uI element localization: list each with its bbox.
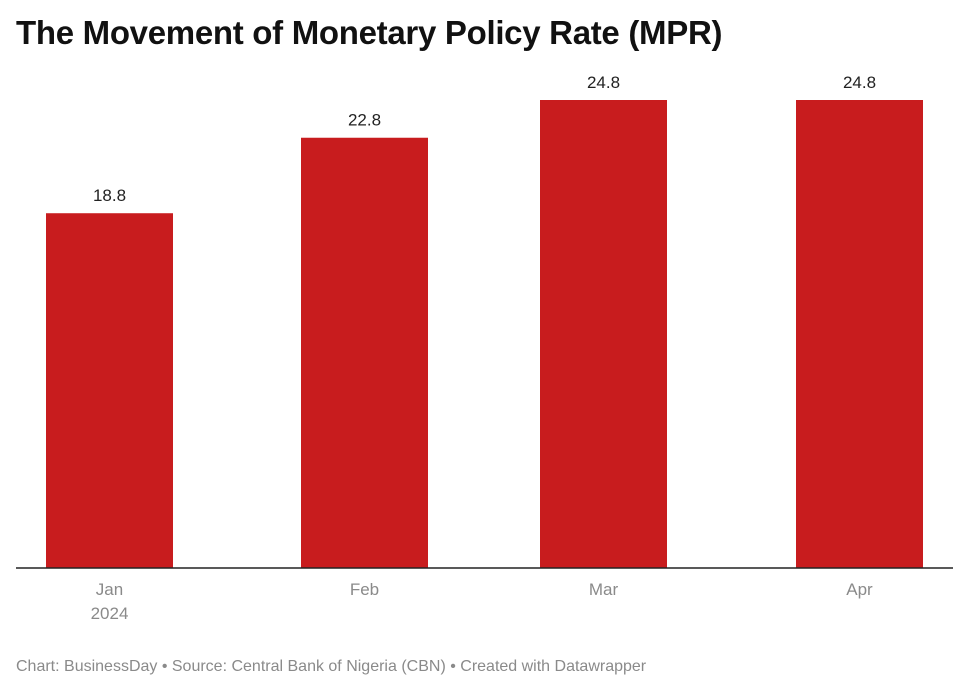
x-tick-label-mar: Mar bbox=[589, 580, 619, 599]
value-label-mar: 24.8 bbox=[587, 73, 620, 92]
x-tick-labels-group: Jan 2024 Feb Mar Apr bbox=[91, 580, 873, 623]
chart-footer-credits: Chart: BusinessDay • Source: Central Ban… bbox=[16, 658, 647, 675]
value-label-jan: 18.8 bbox=[93, 186, 126, 205]
bar-mar bbox=[540, 100, 667, 568]
value-label-feb: 22.8 bbox=[348, 111, 381, 130]
value-labels-group: 18.8 22.8 24.8 24.8 bbox=[93, 73, 876, 205]
bar-apr bbox=[796, 100, 923, 568]
bar-feb bbox=[301, 137, 428, 568]
bar-jan bbox=[46, 213, 173, 568]
value-label-apr: 24.8 bbox=[843, 73, 876, 92]
chart-title: The Movement of Monetary Policy Rate (MP… bbox=[16, 14, 723, 51]
bars-group bbox=[46, 100, 923, 568]
x-tick-label-feb: Feb bbox=[350, 580, 379, 599]
x-tick-label-2024: 2024 bbox=[91, 604, 129, 623]
x-tick-label-apr: Apr bbox=[846, 580, 873, 599]
x-tick-label-jan: Jan bbox=[96, 580, 123, 599]
